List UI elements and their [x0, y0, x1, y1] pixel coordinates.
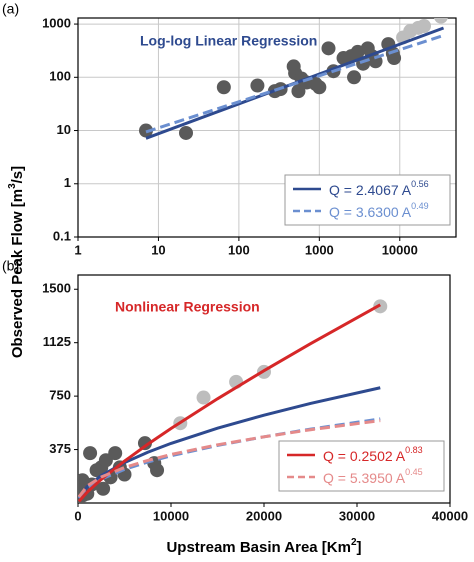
x-tick-label: 20000	[246, 508, 282, 523]
data-point	[96, 481, 111, 496]
y-axis-label: Observed Peak Flow [m3/s]	[7, 166, 26, 358]
legend-text: Q = 0.2502 A	[323, 448, 406, 464]
data-point	[347, 70, 362, 85]
legend-text: Q = 5.3950 A	[323, 470, 406, 486]
x-tick-label: 100	[228, 242, 250, 257]
x-tick-label: 10000	[153, 508, 189, 523]
data-point	[321, 41, 336, 56]
x-tick-label: 0	[74, 508, 81, 523]
data-point	[291, 84, 306, 99]
x-tick-label: 1	[74, 242, 81, 257]
data-point	[150, 463, 165, 478]
data-point	[416, 18, 431, 33]
data-point	[108, 446, 123, 461]
data-point	[178, 125, 193, 140]
panel-label: (b)	[2, 258, 19, 274]
label-sup: 3	[7, 183, 18, 189]
plot-area	[138, 18, 448, 140]
data-point	[387, 51, 402, 66]
y-tick-label: 0.1	[53, 228, 71, 243]
legend-text: Q = 3.6300 A	[329, 204, 412, 220]
legend-exponent: 0.83	[405, 445, 423, 455]
y-tick-label: 10	[57, 122, 71, 137]
plot-frame	[77, 17, 457, 238]
legend-label: Q = 2.4067 A0.56	[329, 179, 429, 197]
regression-line	[78, 303, 381, 503]
x-tick-label: 40000	[432, 508, 468, 523]
x-tick-label: 10	[151, 242, 165, 257]
regression-line	[145, 34, 445, 134]
panel-title: Log-log Linear Regression	[140, 33, 317, 49]
data-point	[216, 80, 231, 95]
y-tick-label: 750	[49, 388, 71, 403]
data-point	[196, 390, 211, 405]
label-text: ]	[357, 539, 362, 556]
panel-title: Nonlinear Regression	[115, 299, 260, 315]
y-tick-label: 1	[64, 175, 71, 190]
plot-frame	[77, 274, 451, 504]
y-tick-label: 100	[49, 69, 71, 84]
x-tick-label: 30000	[339, 508, 375, 523]
legend-label: Q = 0.2502 A0.83	[323, 445, 423, 463]
data-point	[434, 18, 448, 24]
legend-box	[278, 440, 445, 492]
y-tick-label: 375	[49, 441, 71, 456]
y-tick-label: 1500	[42, 281, 71, 296]
data-point	[83, 446, 98, 461]
legend-label: Q = 3.6300 A0.49	[329, 201, 429, 219]
regression-line	[78, 419, 381, 498]
x-tick-label: 10000	[382, 242, 418, 257]
y-tick-label: 1000	[42, 16, 71, 31]
legend-exponent: 0.56	[411, 179, 429, 189]
legend-text: Q = 2.4067 A	[329, 182, 412, 198]
label-text: Observed Peak Flow [m	[9, 189, 26, 358]
data-point	[250, 78, 265, 93]
legend-exponent: 0.49	[411, 201, 429, 211]
panel-label: (a)	[2, 1, 19, 17]
x-axis-label: Upstream Basin Area [Km2]	[166, 537, 361, 556]
label-text: /s]	[9, 166, 26, 184]
label-sup: 2	[351, 537, 357, 548]
x-tick-label: 1000	[305, 242, 334, 257]
data-point	[137, 436, 152, 451]
label-text: Upstream Basin Area [Km	[166, 539, 351, 556]
legend-exponent: 0.45	[405, 467, 423, 477]
data-point	[312, 80, 327, 95]
legend-label: Q = 5.3950 A0.45	[323, 467, 423, 485]
y-tick-label: 1125	[43, 334, 71, 349]
legend-box	[284, 174, 451, 226]
plot-area	[78, 299, 388, 503]
